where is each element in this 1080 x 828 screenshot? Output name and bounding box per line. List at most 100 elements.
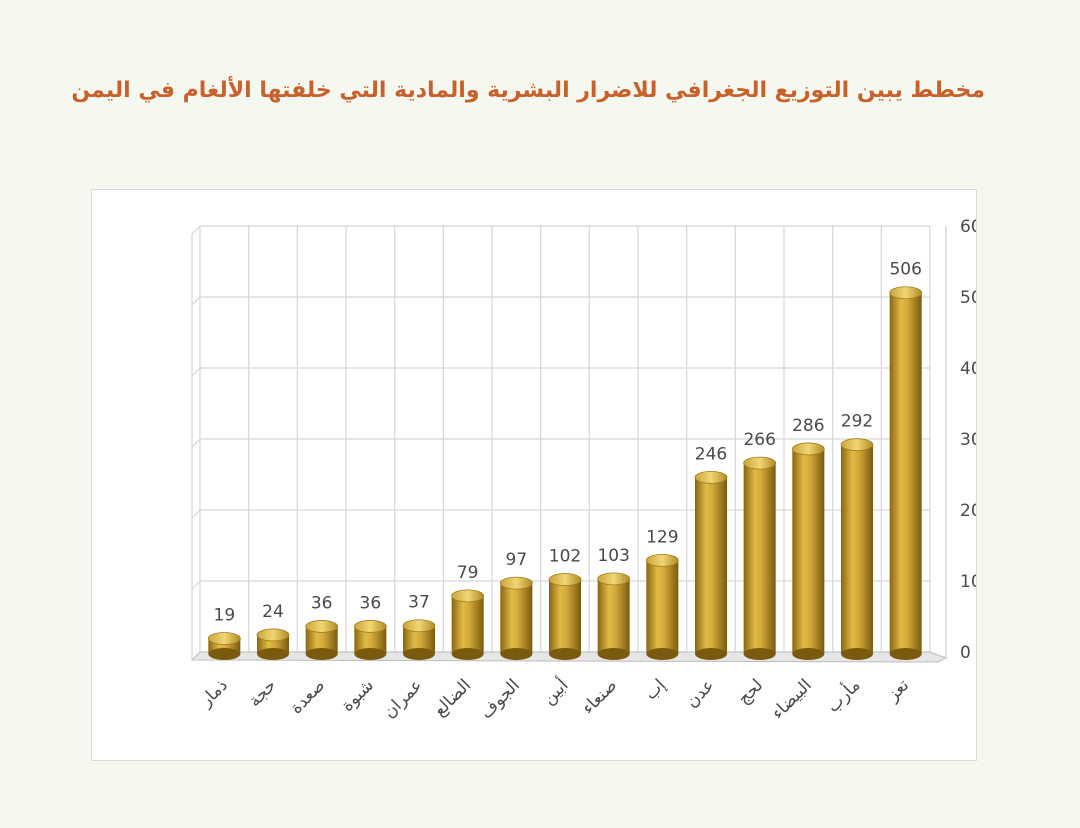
bar-base bbox=[841, 648, 873, 660]
y-tick-label: 600 bbox=[960, 217, 976, 237]
x-tick-label: الجوف bbox=[476, 675, 524, 723]
data-label: 36 bbox=[360, 593, 382, 613]
data-label: 506 bbox=[889, 260, 921, 280]
bar bbox=[694, 470, 728, 660]
bar-cap bbox=[548, 573, 582, 586]
data-label: 129 bbox=[646, 527, 678, 547]
bar-body bbox=[451, 595, 484, 654]
bar-cap bbox=[694, 470, 728, 484]
bar-base bbox=[549, 648, 581, 660]
bar bbox=[645, 554, 679, 660]
bar-cap bbox=[597, 572, 631, 586]
bar bbox=[743, 456, 777, 660]
bar-chart: 0 100 200 300 400 500 600 19 ذمار 24 حجة 36 صعدة 36 ش… bbox=[190, 217, 976, 724]
bar-cap bbox=[256, 628, 290, 642]
bar-body bbox=[889, 292, 922, 654]
data-label: 103 bbox=[597, 546, 629, 566]
bar-base bbox=[889, 648, 922, 660]
x-tick-label: أبين bbox=[538, 674, 573, 709]
y-tick-label: 400 bbox=[960, 359, 976, 379]
x-tick-label: شبوة bbox=[338, 675, 378, 715]
bar-base bbox=[451, 648, 484, 660]
bar-base bbox=[500, 648, 533, 660]
x-tick-label: إب bbox=[641, 675, 670, 704]
grid-line-side bbox=[191, 225, 201, 235]
bar bbox=[402, 619, 436, 660]
bar-base bbox=[354, 648, 387, 660]
bar-base bbox=[646, 648, 679, 660]
bar-base bbox=[792, 648, 825, 660]
bar bbox=[791, 442, 825, 660]
bar bbox=[256, 628, 290, 660]
bar-body bbox=[792, 448, 825, 654]
y-tick-label: 200 bbox=[960, 501, 976, 521]
chart-frame: 0 100 200 300 400 500 600 19 ذمار 24 حجة 36 صعدة 36 ش… bbox=[91, 189, 977, 761]
bar-cap bbox=[499, 576, 533, 590]
data-label: 79 bbox=[457, 563, 479, 583]
bar bbox=[353, 620, 387, 660]
bar-base bbox=[403, 648, 435, 660]
bar-base bbox=[305, 648, 338, 660]
bar-cap bbox=[889, 286, 923, 300]
bar-cap bbox=[402, 619, 436, 633]
y-tick-label: 0 bbox=[960, 643, 971, 663]
data-label: 24 bbox=[262, 602, 284, 622]
bar-base bbox=[597, 648, 630, 660]
bar-cap bbox=[743, 456, 777, 470]
bar-base bbox=[695, 648, 727, 660]
bar bbox=[597, 572, 631, 660]
chart-title: مخطط يبين التوزيع الجغرافي للاضرار البشر… bbox=[71, 78, 985, 103]
bar-body bbox=[841, 444, 873, 654]
x-tick-label: عمران bbox=[379, 675, 426, 722]
bar-body bbox=[549, 579, 581, 654]
y-tick-label: 100 bbox=[960, 572, 976, 592]
data-label: 19 bbox=[214, 606, 236, 626]
bar-cap bbox=[207, 632, 241, 645]
bar-cap bbox=[353, 620, 387, 633]
x-tick-label: تعز bbox=[883, 675, 914, 706]
bar bbox=[499, 576, 533, 660]
x-tick-label: ذمار bbox=[196, 675, 232, 711]
data-label: 102 bbox=[549, 547, 581, 567]
x-tick-label: حجة bbox=[245, 675, 281, 711]
data-label: 246 bbox=[695, 444, 727, 464]
x-tick-label: البيضاء bbox=[768, 675, 816, 723]
bar-body bbox=[500, 583, 533, 654]
x-tick-label: لحج bbox=[734, 675, 767, 708]
grid-line-side bbox=[191, 580, 201, 590]
data-label: 286 bbox=[792, 416, 824, 436]
bar-cap bbox=[451, 589, 485, 603]
bar bbox=[840, 438, 874, 660]
bar bbox=[207, 632, 241, 660]
bar-body bbox=[695, 477, 727, 654]
bar-base bbox=[743, 648, 776, 660]
grid-line-side bbox=[191, 438, 201, 448]
bar-body bbox=[743, 463, 776, 654]
bar-base bbox=[257, 648, 289, 660]
data-label: 36 bbox=[311, 593, 333, 613]
bar bbox=[889, 286, 923, 660]
bar-body bbox=[597, 578, 630, 654]
y-tick-label: 500 bbox=[960, 288, 976, 308]
x-tick-label: عدن bbox=[682, 675, 718, 711]
bar-cap bbox=[840, 438, 874, 452]
bar bbox=[305, 620, 339, 660]
data-label: 266 bbox=[743, 430, 775, 450]
bar-cap bbox=[305, 620, 339, 633]
grid-line-side bbox=[191, 296, 201, 306]
y-tick-label: 300 bbox=[960, 430, 976, 450]
x-tick-label: مأرب bbox=[821, 673, 864, 716]
grid-line-side bbox=[191, 367, 201, 377]
bar bbox=[548, 573, 582, 660]
x-tick-label: صعدة bbox=[286, 675, 329, 718]
bar-cap bbox=[645, 554, 679, 567]
bar-cap bbox=[791, 442, 825, 456]
grid-line-side bbox=[191, 509, 201, 519]
bar-body bbox=[646, 560, 679, 654]
data-label: 37 bbox=[408, 593, 430, 613]
data-label: 97 bbox=[506, 550, 528, 570]
bar-base bbox=[208, 648, 241, 660]
data-label: 292 bbox=[841, 412, 873, 432]
bar bbox=[451, 589, 485, 660]
x-tick-label: الضالع bbox=[430, 675, 475, 720]
